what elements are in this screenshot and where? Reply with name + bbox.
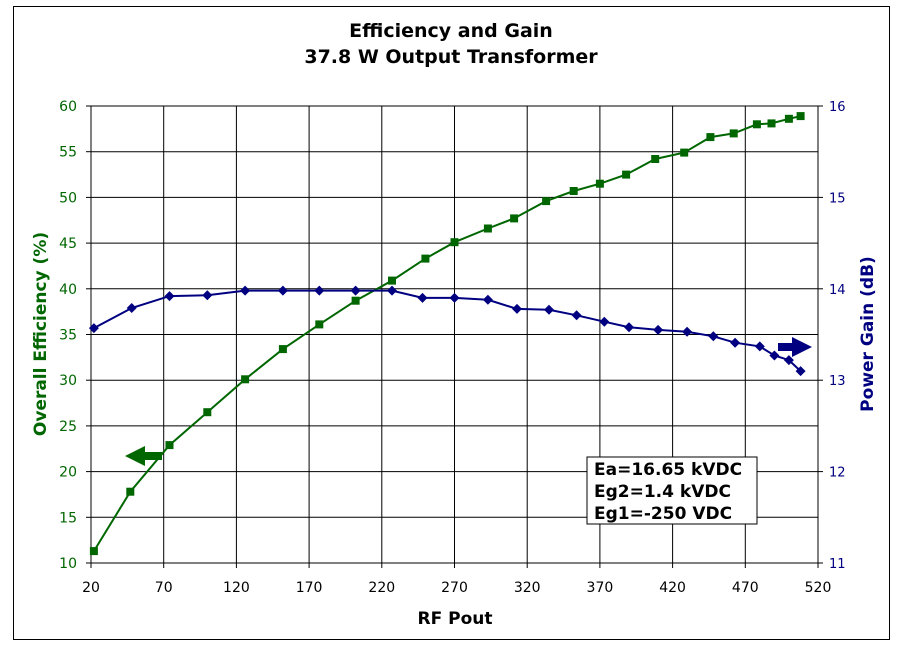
gain-point [708,331,719,342]
x-tick-label: 420 [659,580,686,596]
gain-point [164,291,175,302]
efficiency-point [510,214,519,223]
efficiency-point [784,114,793,123]
efficiency-point [706,133,715,142]
arrow-right-icon [778,337,812,357]
efficiency-series [89,112,805,556]
gain-point [624,322,634,333]
x-tick-label: 220 [368,580,395,596]
gain-point [783,355,794,366]
gain-point [754,341,765,352]
efficiency-point [315,320,324,329]
efficiency-point [126,487,135,496]
x-tick-label: 70 [155,580,173,596]
efficiency-point [241,375,250,384]
efficiency-point [569,187,578,195]
efficiency-point [767,119,776,128]
efficiency-point [351,296,360,305]
gain-point [653,324,664,335]
tick-labels: 20 70 120 170 220 270 320 370 420 470 520 10 15 20 25 3… [59,99,845,596]
y-tick-label: 40 [59,282,77,298]
gain-point [730,337,741,348]
efficiency-point [483,224,492,233]
efficiency-point [595,179,604,188]
gain-series [88,285,806,377]
arrow-left-icon [125,446,162,466]
y-tick-label: 35 [59,328,77,344]
y2-tick-label: 11 [829,557,846,572]
y-tick-label: 30 [59,373,77,389]
y-axis-title: Overall Efficiency (%) [31,232,51,436]
gain-point [571,310,582,321]
gain-point [599,316,610,327]
y-tick-label: 45 [59,236,77,252]
efficiency-point [651,155,660,163]
gain-point [482,294,493,305]
gain-point [417,292,428,303]
y-tick-label: 20 [59,465,77,481]
y2-axis-title: Power Gain (dB) [858,256,878,412]
efficiency-point [542,197,551,206]
y2-tick-label: 13 [829,374,846,389]
efficiency-point [278,345,287,354]
annotation-ea: Ea=16.65 kVDC [594,460,742,480]
y2-tick-label: 15 [829,191,846,206]
x-tick-label: 270 [441,580,468,596]
x-axis-title: RF Pout [418,609,493,629]
efficiency-point [165,441,174,450]
gain-point [387,285,397,296]
y-tick-label: 10 [59,556,77,572]
efficiency-point [89,547,98,556]
gain-point [240,285,251,296]
annotation-eg1: Eg1=-250 VDC [594,504,732,524]
y-tick-label: 25 [59,419,77,435]
x-tick-label: 170 [296,580,323,596]
y2-tick-label: 12 [829,466,846,481]
gain-point [350,285,361,296]
efficiency-point [796,112,805,121]
y-tick-label: 60 [59,99,77,115]
gain-point [88,323,99,334]
gain-point [512,303,522,314]
efficiency-point [729,129,738,138]
gain-point [202,290,213,301]
x-tick-label: 20 [82,580,100,596]
y-tick-label: 15 [59,510,77,526]
chart-title: Efficiency and Gain [349,20,553,42]
efficiency-point [450,238,459,247]
chart-subtitle: 37.8 W Output Transformer [304,46,598,68]
gain-point [126,303,137,313]
gain-point [449,292,460,303]
gain-point [314,285,325,296]
x-tick-label: 320 [514,580,541,596]
annotation-eg2: Eg2=1.4 kVDC [594,482,731,502]
x-tick-label: 470 [732,580,759,596]
efficiency-point [388,276,396,285]
y-tick-label: 55 [59,145,77,161]
efficiency-point [203,408,212,417]
conditions-box [586,456,758,525]
y2-tick-label: 16 [829,100,846,115]
gain-point [277,285,288,296]
gain-point [544,304,554,315]
x-tick-label: 520 [805,580,832,596]
x-tick-label: 120 [223,580,250,596]
efficiency-point [421,254,430,263]
y-tick-label: 50 [59,190,77,206]
gain-point [769,350,780,361]
efficiency-point [752,120,761,129]
efficiency-point [622,170,631,179]
x-tick-label: 370 [587,580,614,596]
gain-point [682,326,693,337]
efficiency-point [680,148,689,157]
y2-tick-label: 14 [829,283,846,298]
gain-point [795,366,806,377]
